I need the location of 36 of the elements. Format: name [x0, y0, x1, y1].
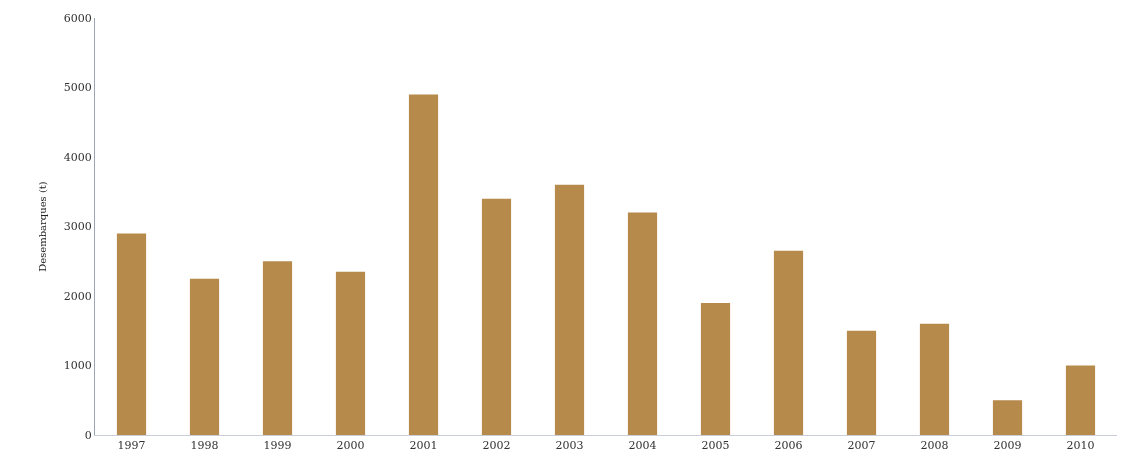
y-tick-label: 5000	[63, 81, 92, 95]
bar	[1065, 365, 1096, 435]
x-tick-label: 2009	[993, 439, 1022, 453]
x-tick-label: 2005	[701, 439, 730, 453]
x-tick-label: 2008	[920, 439, 949, 453]
y-tick-label: 1000	[63, 359, 92, 373]
bar	[481, 198, 512, 435]
x-tick-label: 2004	[628, 439, 657, 453]
y-axis-title: Desembarques (t)	[36, 181, 48, 272]
x-tick-label: 2006	[774, 439, 803, 453]
bar	[700, 302, 731, 435]
bar	[189, 278, 220, 435]
x-tick-label: 2003	[555, 439, 584, 453]
x-tick-label: 2002	[482, 439, 511, 453]
x-tick-label: 1998	[190, 439, 219, 453]
x-tick-label: 2001	[409, 439, 438, 453]
bar	[919, 323, 950, 435]
y-tick-label: 4000	[63, 150, 92, 164]
bar	[554, 184, 585, 435]
bar	[846, 330, 877, 435]
bar	[262, 261, 293, 435]
x-tick-label: 2000	[336, 439, 365, 453]
bar	[773, 250, 804, 435]
bar	[992, 400, 1023, 435]
y-tick-label: 0	[84, 428, 92, 442]
y-tick-label: 3000	[63, 220, 92, 234]
y-tick-label: 2000	[63, 289, 92, 303]
y-tick-label: 6000	[63, 11, 92, 25]
x-tick-label: 1999	[263, 439, 292, 453]
x-tick-label: 2007	[847, 439, 876, 453]
x-tick-label: 2010	[1066, 439, 1095, 453]
bar	[116, 233, 147, 435]
bar	[627, 212, 658, 435]
bar	[335, 271, 366, 435]
bar	[408, 94, 439, 435]
x-tick-label: 1997	[117, 439, 146, 453]
